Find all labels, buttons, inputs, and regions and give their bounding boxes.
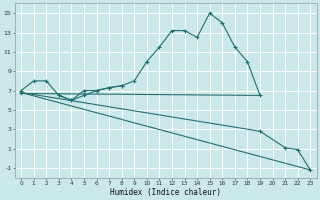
X-axis label: Humidex (Indice chaleur): Humidex (Indice chaleur) (110, 188, 221, 197)
